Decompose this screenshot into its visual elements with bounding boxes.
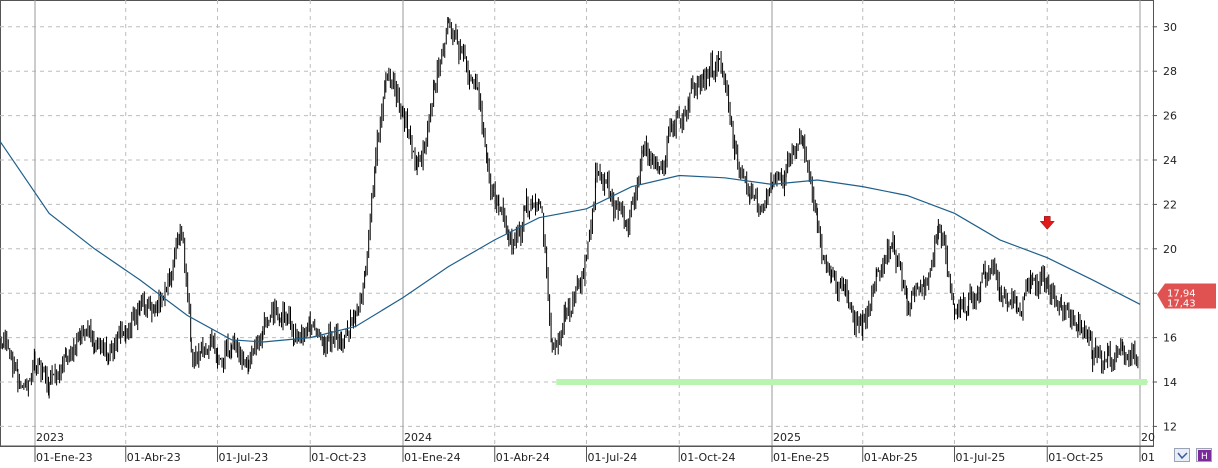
- y-tick-label: 28: [1163, 65, 1177, 78]
- scroll-right-icon[interactable]: [1174, 448, 1190, 462]
- y-tick-label: 24: [1163, 154, 1177, 167]
- x-tick-label: 01-Oct-24: [680, 451, 735, 464]
- x-tick-label: 01-Abr-24: [496, 451, 550, 464]
- signal-arrow-icon: [1039, 216, 1055, 230]
- x-axis: 01-Ene-23 01-Abr-23 01-Jul-23 01-Oct-23 01-E…: [0, 431, 1155, 464]
- x-tick-label: 01-Jul-23: [218, 451, 268, 464]
- x-tick-label: 01-Abr-23: [127, 451, 181, 464]
- x-tick-label: 01-Oct-25: [1048, 451, 1103, 464]
- year-label: 2025: [773, 431, 801, 444]
- y-tick-label: 22: [1163, 198, 1177, 211]
- y-tick-label: 26: [1163, 110, 1177, 123]
- last-price-label: 17,94: [1167, 289, 1196, 300]
- x-tick-label: 01-Abr-25: [864, 451, 918, 464]
- year-label: 2024: [404, 431, 432, 444]
- x-tick-label: 01-Ene-24: [404, 451, 461, 464]
- year-label: 20: [1141, 431, 1155, 444]
- y-axis: 12141618202224262830: [1153, 21, 1177, 433]
- x-tick-label: 01-Ene-23: [36, 451, 93, 464]
- x-tick-label: 01-Jul-25: [955, 451, 1005, 464]
- x-tick-label: 01-Jul-24: [587, 451, 637, 464]
- history-icon[interactable]: H: [1196, 448, 1212, 462]
- grid-lines: [0, 0, 1154, 447]
- y-tick-label: 30: [1163, 21, 1177, 34]
- svg-text:H: H: [1201, 452, 1208, 462]
- moving-average-value-label: 17,43: [1167, 299, 1196, 310]
- y-tick-label: 12: [1163, 420, 1177, 433]
- x-tick-label: 01-Ene-25: [773, 451, 830, 464]
- moving-average-line: [0, 140, 1141, 343]
- plot-area: [0, 16, 1148, 399]
- x-tick-label: 01: [1141, 451, 1155, 464]
- y-tick-label: 16: [1163, 332, 1177, 345]
- y-tick-label: 20: [1163, 243, 1177, 256]
- year-label: 2023: [36, 431, 64, 444]
- last-price-marker: [1157, 283, 1216, 309]
- y-tick-label: 14: [1163, 376, 1177, 389]
- x-tick-label: 01-Oct-23: [311, 451, 366, 464]
